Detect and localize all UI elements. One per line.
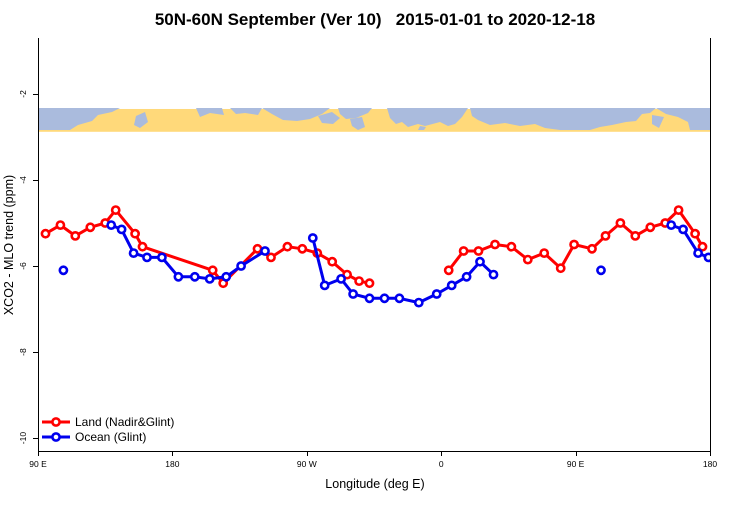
y-tick-label: -4 — [18, 176, 28, 184]
legend-label-ocean: Ocean (Glint) — [75, 430, 146, 444]
y-tick-label: -10 — [18, 432, 28, 445]
data-point-land — [55, 220, 66, 230]
data-point-ocean — [142, 252, 152, 263]
y-tick-label: -2 — [18, 90, 28, 98]
series-line-ocean — [110, 223, 710, 305]
data-point-land — [85, 222, 96, 233]
data-point-land — [539, 248, 550, 258]
data-point-ocean — [58, 265, 69, 276]
data-point-ocean — [116, 224, 127, 235]
data-point-land — [522, 254, 533, 265]
x-axis: 90 E 180 90 W 0 90 E 180 — [29, 451, 717, 469]
y-axis-label: XCO2 - MLO trend (ppm) — [2, 175, 16, 315]
series-layer — [40, 205, 721, 308]
data-point-ocean — [596, 265, 606, 276]
data-point-land — [473, 246, 484, 256]
data-point-ocean — [394, 293, 405, 304]
legend-label-land: Land (Nadir&Glint) — [75, 415, 174, 429]
data-point-land — [40, 228, 51, 239]
data-point-land — [354, 276, 364, 286]
chart-title: 50N-60N September (Ver 10) 2015-01-01 to… — [155, 10, 595, 29]
data-point-land — [252, 243, 263, 254]
x-tick-label: 180 — [703, 459, 717, 469]
data-point-land — [587, 243, 597, 254]
data-point-ocean — [336, 273, 346, 284]
plot-frame — [38, 38, 711, 452]
data-point-land — [266, 252, 276, 263]
data-point-ocean — [106, 220, 117, 230]
x-tick-label: 90 W — [297, 459, 317, 469]
data-point-land — [137, 241, 148, 252]
data-point-land — [690, 228, 700, 239]
data-point-land — [673, 205, 684, 215]
data-point-land — [364, 278, 375, 289]
data-point-land — [569, 239, 579, 250]
data-point-ocean — [236, 261, 246, 271]
data-point-ocean — [379, 293, 390, 304]
data-point-land — [70, 230, 81, 241]
data-point-ocean — [413, 297, 424, 308]
data-point-land — [207, 265, 218, 276]
data-point-ocean — [703, 252, 710, 263]
data-point-ocean — [678, 224, 688, 235]
data-point-land — [490, 239, 500, 250]
data-point-land — [458, 246, 469, 256]
y-axis: -2 -4 -6 -8 -10 — [18, 90, 38, 444]
data-point-ocean — [475, 256, 485, 267]
data-point-ocean — [364, 293, 375, 304]
data-point-land — [506, 241, 517, 252]
data-point-ocean — [446, 280, 457, 291]
data-point-ocean — [128, 248, 139, 258]
legend: Land (Nadir&Glint) Ocean (Glint) — [42, 415, 174, 444]
data-point-ocean — [221, 271, 232, 282]
x-tick-label: 90 E — [567, 459, 585, 469]
y-tick-label: -8 — [18, 348, 28, 356]
x-axis-label: Longitude (deg E) — [325, 477, 424, 491]
data-point-land — [443, 265, 454, 276]
data-point-land — [645, 222, 656, 233]
y-tick-label: -6 — [18, 262, 28, 270]
data-point-ocean — [693, 248, 703, 258]
data-point-ocean — [173, 271, 184, 282]
data-point-ocean — [307, 233, 318, 243]
data-point-land — [327, 256, 338, 267]
map-strip-land — [38, 108, 710, 130]
data-point-land — [630, 230, 641, 241]
data-point-ocean — [488, 269, 499, 280]
data-point-ocean — [461, 271, 472, 282]
data-point-land — [697, 241, 708, 252]
map-strip — [38, 108, 710, 132]
x-tick-label: 90 E — [29, 459, 47, 469]
data-point-land — [282, 241, 293, 252]
data-point-ocean — [204, 273, 215, 284]
legend-marker-ocean — [51, 432, 61, 442]
data-point-ocean — [714, 254, 721, 261]
legend-marker-land — [51, 417, 61, 427]
data-point-ocean — [189, 271, 200, 282]
data-point-land — [110, 205, 121, 215]
data-point-ocean — [666, 220, 677, 230]
data-point-ocean — [348, 289, 358, 299]
data-point-land — [600, 230, 611, 241]
data-point-ocean — [156, 252, 167, 263]
data-point-ocean — [260, 246, 270, 256]
x-tick-label: 180 — [165, 459, 179, 469]
data-point-land — [297, 243, 308, 254]
data-point-ocean — [431, 289, 442, 299]
data-point-land — [130, 228, 140, 239]
data-point-ocean — [319, 280, 330, 291]
data-point-land — [555, 263, 566, 274]
data-point-land — [615, 218, 626, 228]
x-tick-label: 0 — [439, 459, 444, 469]
